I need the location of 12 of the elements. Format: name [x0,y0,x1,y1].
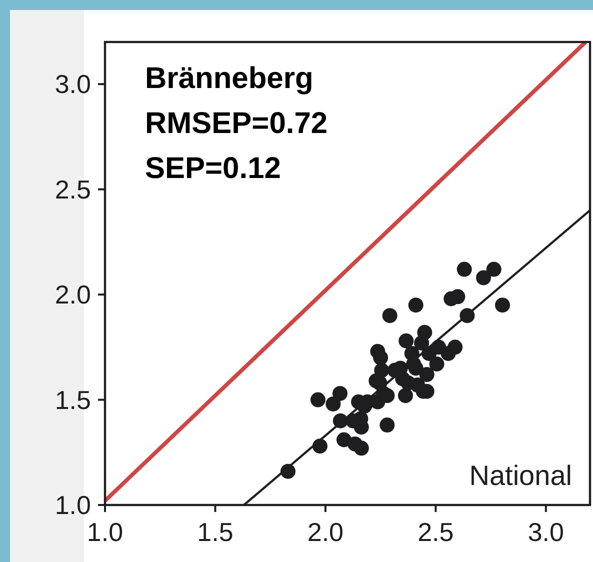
y-tick-label: 2.0 [54,280,91,310]
annotation: Bränneberg [145,62,314,95]
y-tick-label: 3.0 [54,69,91,100]
y-tick-label: 1.5 [54,384,91,415]
x-tick-label: 3.0 [528,517,564,547]
annotation: SEP=0.12 [145,152,281,185]
annotation: RMSEP=0.72 [145,107,328,140]
x-tick-label: 1.5 [197,517,234,547]
y-tick-label: 2.5 [54,174,91,204]
x-tick-label: 2.0 [307,517,344,547]
x-tick-label: 2.5 [418,517,454,547]
annotation: National [469,460,572,491]
